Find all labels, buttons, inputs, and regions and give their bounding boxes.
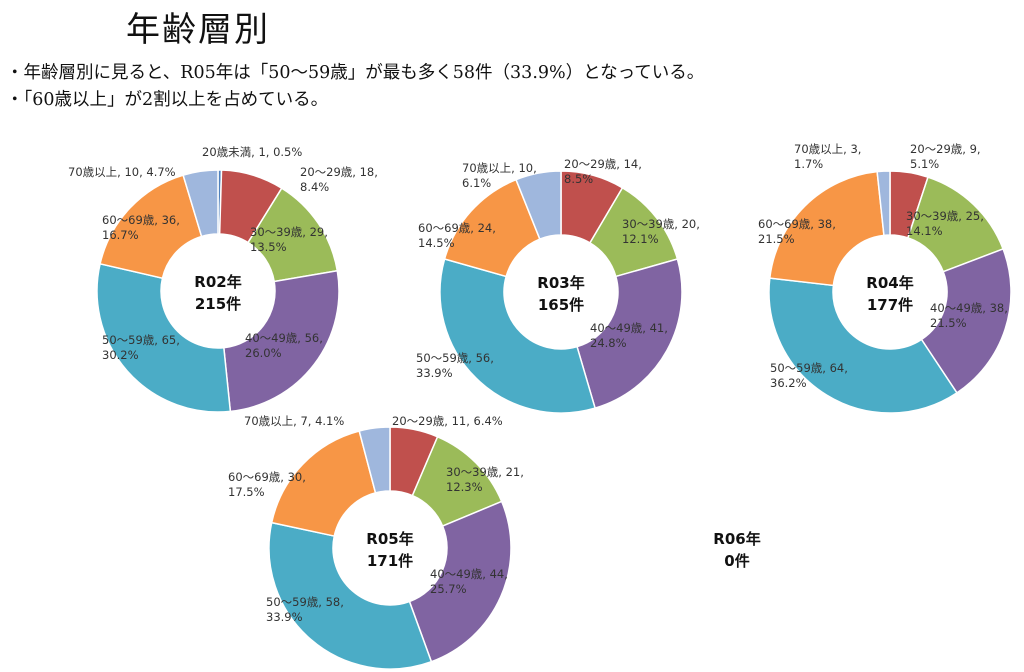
slice-data-label: 40〜49歳, 56, 26.0%: [245, 331, 323, 360]
donut-slice: [182, 169, 219, 238]
slice-data-label: 40〜49歳, 38, 21.5%: [930, 301, 1008, 330]
slice-data-label: 60〜69歳, 30, 17.5%: [228, 470, 306, 499]
slice-data-label: 60〜69歳, 38, 21.5%: [758, 217, 836, 246]
slice-data-label: 70歳以上, 3, 1.7%: [794, 142, 861, 171]
donut-slice: [408, 500, 512, 663]
slice-data-label: 70歳以上, 10, 6.1%: [462, 161, 537, 190]
chart-total-label: 215件: [195, 295, 241, 313]
chart-total-label: 177件: [867, 296, 913, 314]
chart-year-label: R03年: [537, 274, 584, 292]
chart-year-label: R05年: [366, 530, 413, 548]
chart-year-label: R04年: [866, 274, 913, 292]
slice-data-label: 20歳未満, 1, 0.5%: [202, 145, 302, 159]
slice-data-label: 40〜49歳, 41, 24.8%: [590, 321, 668, 350]
donut-chart: 20歳未満, 1, 0.5% 20〜29歳, 18, 8.4% 30〜39歳, 29,…: [68, 145, 378, 413]
slice-data-label: 50〜59歳, 65, 30.2%: [102, 333, 180, 362]
chart-year-label: R06年: [713, 530, 760, 548]
slice-data-label: 30〜39歳, 25, 14.1%: [906, 209, 984, 238]
slice-data-label: 70歳以上, 7, 4.1%: [244, 414, 344, 428]
donut-slice: [920, 247, 1012, 394]
slice-data-label: 20〜29歳, 11, 6.4%: [392, 414, 503, 428]
slice-data-label: 20〜29歳, 18, 8.4%: [300, 165, 378, 194]
slice-data-label: 30〜39歳, 21, 12.3%: [446, 465, 524, 494]
chart-year-label: R02年: [194, 273, 241, 291]
donut-slice: [768, 277, 958, 414]
bullet-item: ・「60歳以上」が2割以上を占めている。: [6, 90, 329, 110]
donut-slice: [268, 521, 433, 670]
donut-chart: 20〜29歳, 9, 5.1% 30〜39歳, 25, 14.1% 40〜49歳, 38…: [758, 142, 1012, 414]
bullet-item: ・年齢層別に見ると、R05年は「50〜59歳」が最も多く58件（33.9%）とな…: [6, 63, 705, 83]
page-title: 年齢層別: [126, 10, 270, 50]
donut-slice: [576, 258, 683, 410]
slice-data-label: 40〜49歳, 44, 25.7%: [430, 567, 508, 596]
donut-chart: 20〜29歳, 14, 8.5% 30〜39歳, 20, 12.1% 40〜49歳, 4…: [416, 157, 700, 414]
donut-chart: 20〜29歳, 11, 6.4% 30〜39歳, 21, 12.3% 40〜49歳, …: [228, 414, 524, 670]
slice-data-label: 60〜69歳, 24, 14.5%: [418, 221, 496, 250]
slice-data-label: 50〜59歳, 58, 33.9%: [266, 595, 344, 624]
donut-slice: [270, 430, 377, 537]
donut-slice: [222, 269, 340, 413]
donut-slice: [515, 170, 562, 241]
chart-total-label: 171件: [367, 552, 413, 570]
slice-data-label: 70歳以上, 10, 4.7%: [68, 165, 176, 179]
donut-slice: [768, 170, 885, 287]
donut-chart: R06年 0件: [713, 530, 760, 570]
chart-total-label: 0件: [724, 552, 749, 570]
donut-slice: [358, 426, 391, 494]
donut-slice: [876, 170, 891, 237]
bullet-list: ・年齢層別に見ると、R05年は「50〜59歳」が最も多く58件（33.9%）とな…: [6, 60, 704, 114]
slice-data-label: 20〜29歳, 9, 5.1%: [910, 142, 981, 171]
slice-data-label: 50〜59歳, 64, 36.2%: [770, 361, 848, 390]
donut-slice: [439, 258, 597, 414]
chart-total-label: 165件: [538, 296, 584, 314]
slice-data-label: 30〜39歳, 20, 12.1%: [622, 217, 700, 246]
slice-data-label: 60〜69歳, 36, 16.7%: [102, 213, 180, 242]
donut-slice: [96, 262, 232, 413]
slice-data-label: 20〜29歳, 14, 8.5%: [564, 157, 642, 186]
slice-data-label: 50〜59歳, 56, 33.9%: [416, 351, 494, 380]
slice-data-label: 30〜39歳, 29, 13.5%: [250, 225, 328, 254]
